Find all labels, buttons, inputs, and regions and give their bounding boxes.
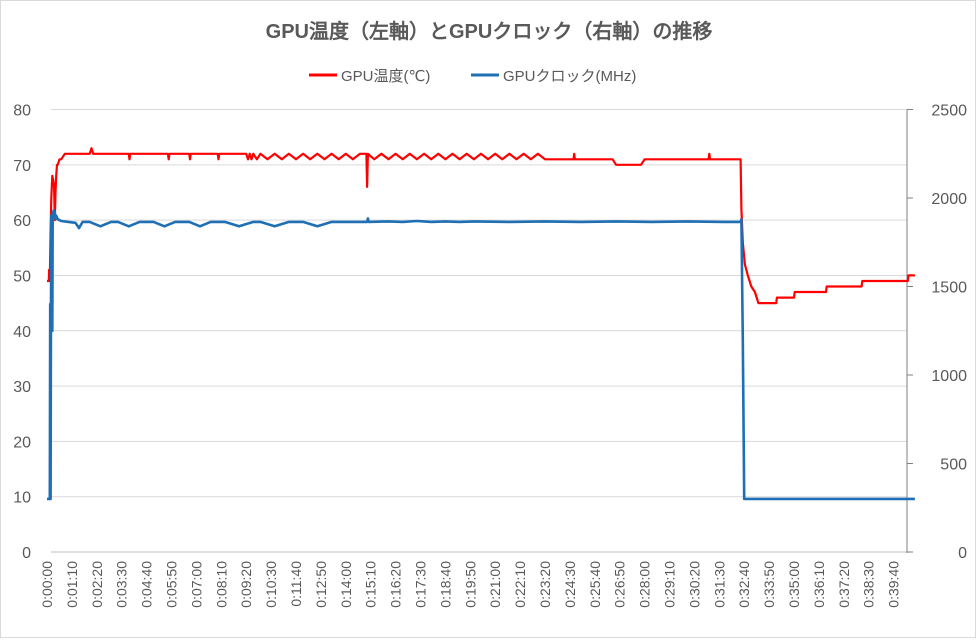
- x-tick-label: 0:28:00: [637, 561, 653, 608]
- y-right-tick-label: 2000: [931, 191, 967, 208]
- y-left-tick-label: 20: [13, 434, 31, 451]
- y-left-tick-label: 40: [13, 324, 31, 341]
- chart-title: GPU温度（左軸）とGPUクロック（右軸）の推移: [266, 19, 713, 43]
- x-tick-label: 0:21:00: [487, 561, 503, 608]
- x-tick-label: 0:24:30: [562, 561, 578, 608]
- y-right-tick-label: 2500: [931, 103, 967, 120]
- x-tick-label: 0:37:20: [836, 561, 852, 608]
- x-tick-label: 0:10:30: [263, 561, 279, 608]
- y-left-tick-label: 0: [22, 545, 31, 562]
- x-tick-label: 0:23:20: [537, 561, 553, 608]
- x-tick-label: 0:11:40: [288, 561, 304, 607]
- y-left-tick-label: 80: [13, 103, 31, 120]
- x-tick-label: 0:14:00: [338, 561, 354, 608]
- x-tick-label: 0:36:10: [811, 561, 827, 608]
- x-tick-label: 0:31:30: [711, 561, 727, 608]
- x-tick-label: 0:15:10: [363, 561, 379, 608]
- x-tick-label: 0:18:40: [437, 561, 453, 608]
- x-tick-label: 0:25:40: [587, 561, 603, 608]
- x-tick-label: 0:19:50: [462, 561, 478, 608]
- y-left-tick-label: 60: [13, 213, 31, 230]
- y-right-tick-label: 1500: [931, 280, 967, 297]
- x-tick-label: 0:29:10: [662, 561, 678, 608]
- x-tick-label: 0:32:40: [736, 561, 752, 608]
- x-tick-label: 0:30:20: [686, 561, 702, 608]
- x-tick-label: 0:17:30: [413, 561, 429, 608]
- x-tick-label: 0:04:40: [139, 561, 155, 608]
- legend-label-clock: GPUクロック(MHz): [503, 68, 636, 85]
- y-right-tick-label: 1000: [931, 368, 967, 385]
- y-left-tick-label: 10: [13, 490, 31, 507]
- x-tick-label: 0:00:00: [39, 561, 55, 608]
- y-right-tick-label: 0: [958, 545, 967, 562]
- y-left-tick-label: 50: [13, 268, 31, 285]
- x-tick-label: 0:08:10: [213, 561, 229, 608]
- legend: GPU温度(℃) GPUクロック(MHz): [309, 68, 636, 85]
- x-tick-label: 0:01:10: [64, 561, 80, 608]
- x-tick-label: 0:26:50: [612, 561, 628, 608]
- x-tick-label: 0:07:00: [188, 561, 204, 608]
- x-tick-label: 0:35:00: [786, 561, 802, 608]
- series-line-clock: [47, 209, 915, 501]
- x-tick-label: 0:03:30: [114, 561, 130, 608]
- y-left-tick-label: 30: [13, 379, 31, 396]
- y-right-tick-label: 500: [940, 457, 967, 474]
- x-tick-label: 0:12:50: [313, 561, 329, 608]
- x-tick-label: 0:09:20: [238, 561, 254, 608]
- legend-label-temperature: GPU温度(℃): [341, 68, 430, 85]
- x-tick-label: 0:22:10: [512, 561, 528, 608]
- x-tick-label: 0:05:50: [164, 561, 180, 608]
- x-tick-label: 0:33:50: [761, 561, 777, 608]
- x-tick-label: 0:16:20: [388, 561, 404, 608]
- x-tick-label: 0:39:40: [886, 561, 902, 608]
- x-tick-label: 0:38:30: [861, 561, 877, 608]
- series-line-temperature: [47, 147, 915, 305]
- y-left-tick-label: 70: [13, 158, 31, 175]
- x-tick-label: 0:02:20: [89, 561, 105, 608]
